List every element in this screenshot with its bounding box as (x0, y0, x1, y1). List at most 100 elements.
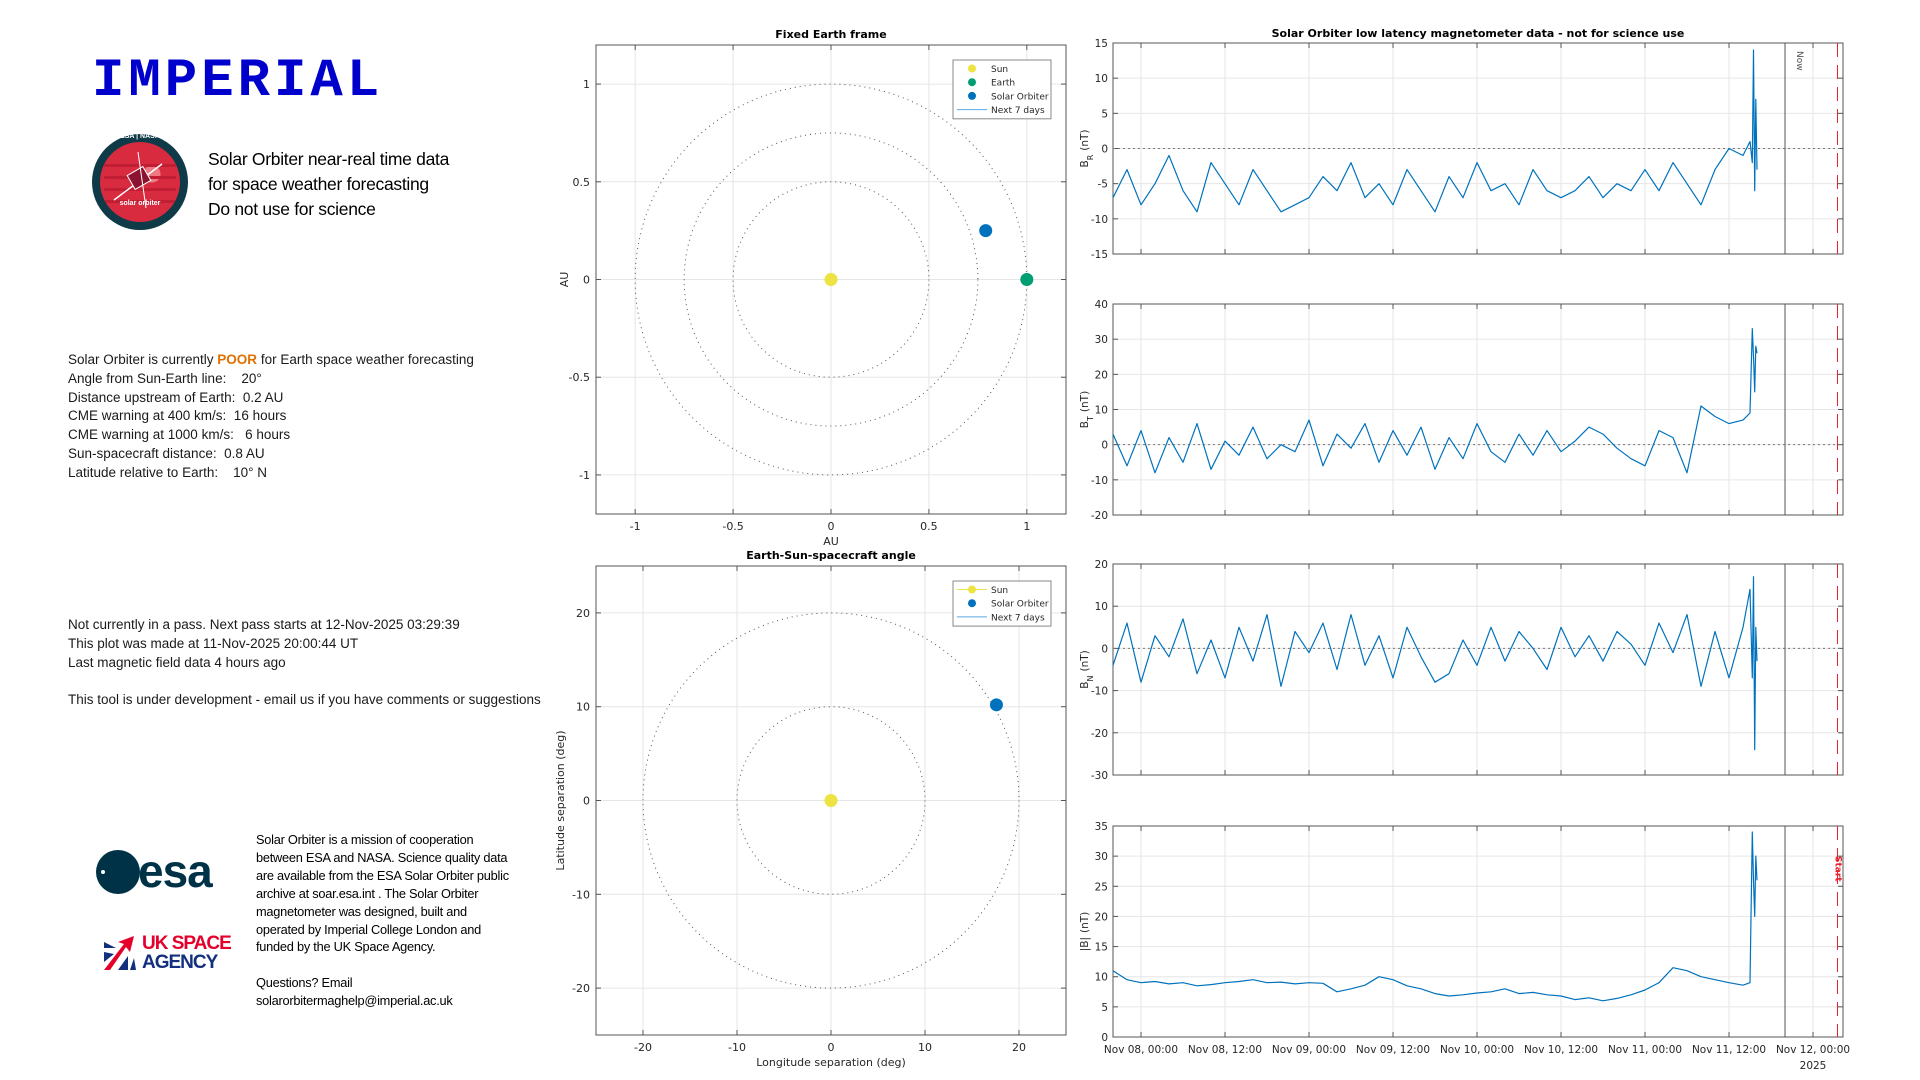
mag-panel-t-ytick-label: 30 (1095, 334, 1108, 346)
status-sun-distance: Sun-spacecraft distance: 0.8 AU (68, 445, 265, 461)
status-angle: Angle from Sun-Earth line: 20° (68, 370, 262, 386)
mag-xtick-label: Nov 08, 12:00 (1188, 1044, 1262, 1056)
last-data-age: Last magnetic field data 4 hours ago (68, 654, 286, 670)
mag-panel-t-ytick-label: 20 (1095, 369, 1108, 381)
mag-panel-magnitude-ytick-label: 20 (1095, 911, 1108, 923)
angle-plot-point-solar-orbiter (989, 698, 1003, 712)
mag-panel-magnitude-ytick-label: 15 (1095, 942, 1108, 954)
mag-panel-n-ylabel: BN (nT) (1079, 650, 1095, 688)
mag-xtick-label: Nov 11, 00:00 (1608, 1044, 1682, 1056)
mag-panel-r-ytick-label: 10 (1095, 73, 1108, 85)
angle-plot-xlabel: Longitude separation (deg) (756, 1056, 906, 1069)
mag-panel-magnitude-ylabel: |B| (nT) (1079, 912, 1091, 952)
imperial-logo: IMPERIAL (92, 51, 384, 112)
mag-panel-t-ytick-label: 40 (1095, 299, 1108, 311)
ylabel-symbol: B (1079, 160, 1091, 167)
mag-xtick-label: Nov 09, 12:00 (1356, 1044, 1430, 1056)
mag-xtick-label: Nov 10, 00:00 (1440, 1044, 1514, 1056)
mission-description: Solar Orbiter is a mission of cooperatio… (256, 831, 516, 1010)
orbit-plot-title: Fixed Earth frame (775, 28, 886, 41)
orbit-plot-legend-label: Sun (991, 65, 1008, 75)
support-email-link[interactable]: solarorbitermaghelp@imperial.ac.uk (256, 993, 453, 1009)
ylabel-unit: (nT) (1079, 129, 1091, 150)
status-cme-400: CME warning at 400 km/s: 16 hours (68, 408, 287, 424)
mag-panel-t-ytick-label: -10 (1091, 475, 1108, 487)
angle-plot-ylabel: Latitude separation (deg) (554, 730, 567, 870)
angle-plot-legend-marker (968, 585, 976, 594)
angle-plot-legend-label: Solar Orbiter (991, 600, 1049, 610)
orbit-plot-reference-circle (683, 132, 979, 427)
mag-panel-r-ytick-label: -15 (1091, 249, 1108, 261)
angle-plot-legend-label: Sun (991, 586, 1008, 596)
pass-info: Not currently in a pass. Next pass start… (68, 616, 460, 672)
mag-panel-magnitude-ytick-label: 35 (1095, 821, 1108, 833)
mag-panel-n-trace (1112, 576, 1758, 751)
marker-label-start: Start (1832, 856, 1842, 882)
orbit-plot-reference-circle (732, 181, 930, 378)
status-suffix: for Earth space weather forecasting (257, 352, 474, 367)
orbit-plot-ytick-label: 0 (583, 274, 590, 287)
uksa-logo-line: UK SPACE (142, 933, 232, 954)
mission-text: Solar Orbiter is a mission of cooperatio… (256, 832, 509, 955)
status-summary: Solar Orbiter is currently POOR for Eart… (68, 351, 474, 370)
status-cme-1000: CME warning at 1000 km/s: 6 hours (68, 427, 291, 443)
ylabel-unit: (nT) (1079, 912, 1091, 933)
plot-made-time: This plot was made at 11-Nov-2025 20:00:… (68, 635, 359, 651)
mag-panel-magnitude-axes-box (1112, 825, 1844, 1038)
angle-plot-xtick-label: 20 (1012, 1041, 1026, 1054)
mag-panel-magnitude-ytick-label: 25 (1095, 881, 1108, 893)
mag-panel-magnitude-ytick-label: 10 (1095, 972, 1108, 984)
ylabel-subscript: N (1086, 676, 1095, 682)
orbit-plot-legend-label: Earth (991, 79, 1015, 89)
esa-logo-word: esa (138, 845, 213, 897)
ylabel-unit: (nT) (1079, 391, 1091, 412)
orbit-plot-ytick-label: -1 (579, 469, 590, 482)
mag-panel-n-axes-box (1112, 563, 1844, 776)
ylabel-subscript: T (1086, 416, 1095, 422)
orbit-plot-legend-label: Next 7 days (991, 106, 1045, 116)
mag-panel-r-ytick-label: -5 (1098, 179, 1108, 191)
mag-panel-r-ytick-label: -10 (1091, 214, 1108, 226)
orbit-plot-ytick-label: 1 (583, 78, 590, 91)
mag-panel-magnitude-ytick-label: 0 (1101, 1032, 1108, 1044)
mag-xtick-label: Nov 09, 00:00 (1272, 1044, 1346, 1056)
mag-panel-n-ytick-label: -30 (1091, 770, 1108, 782)
mag-panel-t-ytick-label: 0 (1101, 440, 1108, 452)
mag-x-year-label: 2025 (1800, 1060, 1827, 1072)
mag-panel-n-ytick-label: 0 (1101, 643, 1108, 655)
orbit-plot-xtick-label: -0.5 (722, 520, 743, 533)
mag-panel-n-ytick-label: 20 (1095, 559, 1108, 571)
ylabel-unit: (nT) (1079, 650, 1091, 671)
angle-plot-ytick-label: -10 (572, 888, 590, 901)
mag-xtick-label: Nov 08, 00:00 (1104, 1044, 1178, 1056)
mag-xtick-label: Nov 11, 12:00 (1692, 1044, 1766, 1056)
mag-panel-r-ytick-label: 5 (1101, 108, 1108, 120)
mag-panel-t-trace (1112, 328, 1758, 474)
ylabel-subscript: R (1086, 154, 1095, 160)
mag-panel-magnitude-ytick-label: 5 (1101, 1002, 1108, 1014)
mag-panel-magnitude-ytick-label: 30 (1095, 851, 1108, 863)
angle-plot-ytick-label: 20 (576, 607, 590, 620)
orbit-plot-legend-label: Solar Orbiter (991, 92, 1049, 102)
angle-plot-xtick-label: -10 (728, 1041, 746, 1054)
next-pass: Not currently in a pass. Next pass start… (68, 617, 460, 632)
status-prefix: Solar Orbiter is currently (68, 352, 218, 367)
tagline-line: for space weather forecasting (208, 174, 429, 194)
uk-space-agency-logo: UK SPACE AGENCY (104, 934, 234, 974)
mission-logo-agencies: ESA | NASA (120, 133, 160, 140)
orbit-plot-xtick-label: 1 (1023, 520, 1030, 533)
ylabel-symbol: B (1079, 682, 1091, 689)
orbit-plot-xtick-label: 0.5 (920, 520, 938, 533)
mag-panel-n-ytick-label: -20 (1091, 728, 1108, 740)
mag-panel-magnitude-trace (1112, 831, 1758, 1002)
orbit-plot-xlabel: AU (823, 535, 839, 548)
orbit-plot-point-solar-orbiter (979, 224, 993, 238)
mag-panel-r-ytick-label: 0 (1101, 144, 1108, 156)
orbit-plot-legend-marker (968, 91, 976, 100)
angle-plot-legend-label: Next 7 days (991, 613, 1045, 623)
orbit-plot-ytick-label: 0.5 (573, 176, 591, 189)
angle-plot-xtick-label: 10 (918, 1041, 932, 1054)
mission-logo-name: solar orbiter (119, 200, 161, 207)
orbit-plot-legend-marker (968, 78, 976, 87)
